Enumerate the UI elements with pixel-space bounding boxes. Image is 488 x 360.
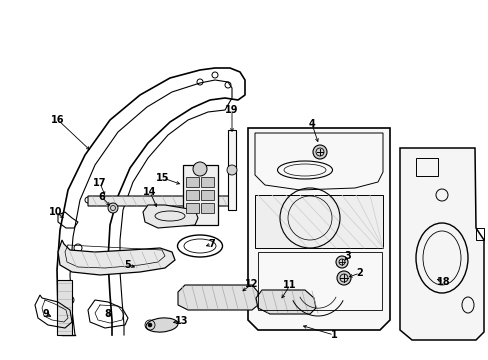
- Text: 3: 3: [344, 251, 351, 261]
- Polygon shape: [227, 130, 236, 210]
- Circle shape: [148, 323, 152, 327]
- Text: 15: 15: [156, 173, 169, 183]
- Text: 19: 19: [225, 105, 238, 115]
- Polygon shape: [58, 240, 175, 275]
- Polygon shape: [142, 205, 198, 228]
- Circle shape: [335, 256, 347, 268]
- Text: 2: 2: [356, 268, 363, 278]
- Text: 13: 13: [175, 316, 188, 326]
- Bar: [201, 177, 214, 187]
- Text: 18: 18: [436, 277, 450, 287]
- Text: 17: 17: [93, 178, 106, 188]
- Text: 7: 7: [208, 239, 215, 249]
- Ellipse shape: [146, 318, 178, 332]
- Polygon shape: [178, 285, 258, 310]
- Text: 4: 4: [308, 119, 315, 129]
- Circle shape: [226, 165, 237, 175]
- Text: 12: 12: [245, 279, 258, 289]
- Polygon shape: [57, 280, 72, 335]
- Polygon shape: [88, 196, 231, 206]
- Circle shape: [312, 145, 326, 159]
- Text: 6: 6: [99, 192, 105, 202]
- Polygon shape: [183, 165, 218, 225]
- Text: 16: 16: [51, 115, 64, 125]
- Text: 11: 11: [283, 280, 296, 290]
- Bar: [185, 190, 199, 200]
- Circle shape: [336, 271, 350, 285]
- Text: 8: 8: [104, 309, 111, 319]
- Bar: [201, 190, 214, 200]
- Bar: [201, 203, 214, 213]
- Bar: [415, 158, 437, 176]
- Text: 9: 9: [42, 309, 49, 319]
- Polygon shape: [399, 148, 483, 340]
- Circle shape: [193, 162, 206, 176]
- Bar: [185, 177, 199, 187]
- Text: 10: 10: [49, 207, 62, 217]
- Polygon shape: [247, 128, 389, 330]
- Text: 14: 14: [143, 187, 157, 197]
- Circle shape: [108, 203, 118, 213]
- Polygon shape: [256, 290, 315, 314]
- Text: 1: 1: [330, 330, 337, 340]
- Bar: [185, 203, 199, 213]
- Polygon shape: [254, 195, 382, 248]
- Text: 5: 5: [124, 260, 131, 270]
